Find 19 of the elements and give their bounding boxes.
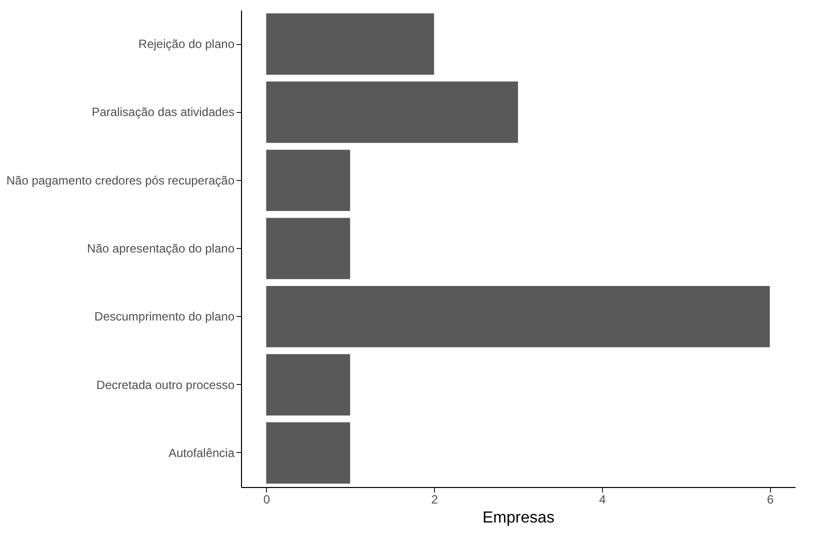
y-tick-label: Rejeição do plano [138, 37, 235, 52]
bar [266, 286, 770, 348]
y-tick-label: Autofalência [168, 446, 235, 460]
bar [266, 422, 350, 484]
bar [266, 150, 350, 212]
bar [266, 13, 434, 75]
bar [266, 354, 350, 416]
y-tick-label: Paralisação das atividades [92, 105, 234, 120]
bar [266, 218, 350, 280]
y-tick-label: Decretada outro processo [96, 378, 235, 392]
y-tick-label: Não pagamento credores pós recuperação [6, 173, 235, 188]
x-tick-label: 4 [599, 492, 606, 506]
x-tick-label: 2 [431, 492, 438, 506]
x-tick-label: 0 [263, 492, 270, 506]
bar [266, 82, 518, 143]
y-tick-label: Descumprimento do plano [94, 310, 235, 324]
y-tick-label: Não apresentação do plano [87, 242, 235, 256]
x-tick-label: 6 [766, 492, 774, 506]
x-axis-title: Empresas [482, 510, 555, 526]
